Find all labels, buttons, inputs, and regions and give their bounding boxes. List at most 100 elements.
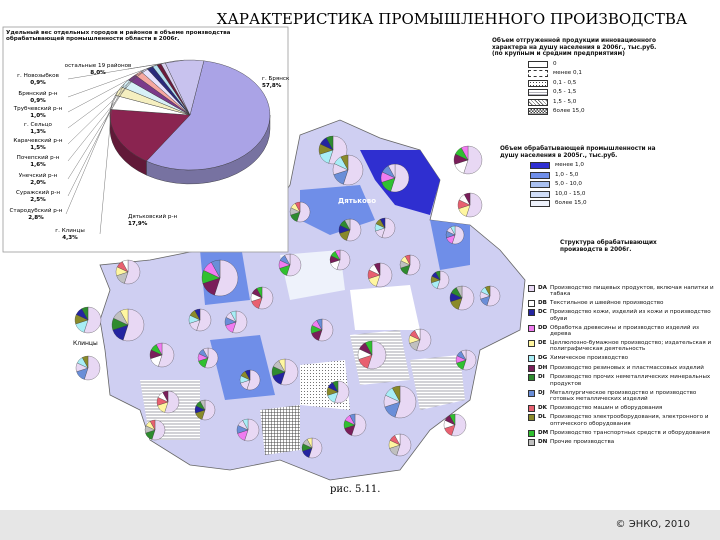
district-pie-slice [326,135,334,151]
legend-swatch [528,108,548,116]
district-pie-slice [318,318,334,342]
district-pie-slice [406,254,421,276]
legend-structure: DA Производство пищевых продуктов, включа… [528,282,718,447]
district-pie-slice [466,192,483,218]
pie-label: остальные 19 районов [65,62,132,69]
pie-value-label: 8,0% [90,70,106,76]
district [410,355,465,410]
district-pie-slice [437,270,450,290]
legend-swatch [528,339,535,347]
district-pie-slice [120,308,129,326]
district-pie-slice [394,385,417,419]
legend-item: 1,0 - 5,0 [530,171,665,179]
district-pie-slice [162,390,169,403]
district-pie-slice [158,342,175,368]
pie-label: Брянский р-н [18,90,57,97]
legend-swatch [530,200,550,208]
pie-label: Суражский р-н [16,189,60,196]
legend-swatch [528,79,548,87]
legend-item: DH Производство резиновых и пластмассовых… [528,364,718,372]
legend-swatch [528,429,535,437]
pie-value-label: 4,3% [62,235,78,241]
district-pie-slice [381,217,396,239]
district-pie-slice [122,259,129,273]
legend-item: 0 [528,60,667,68]
district-pie-slice [456,285,463,299]
district-pie-slice [194,308,201,321]
legend-code: DN [538,439,548,446]
district-pie-slice [340,154,349,171]
legend-code: DG [538,355,548,362]
pie-value-label: 2,5% [30,197,46,203]
pie-label: Стародубский р-н [10,207,63,214]
footer-bar: © ЭНКО, 2010 [0,510,720,540]
leader-line [67,64,160,98]
legend-manufacturing: Объем обрабатывающей промышленности на д… [500,146,665,208]
district-pie-slice [349,413,356,426]
district-pie-slice [451,413,467,437]
district-pie-slice [164,390,180,414]
district-pie-slice [230,310,237,323]
district-pie-slice [334,380,350,404]
district-pie-slice [306,437,313,449]
district-pie-slice [461,145,469,161]
legend-label: 0 [553,60,557,67]
legend-swatch [528,355,535,363]
district-pie-slice [464,192,471,206]
legend-label: 1,0 - 5,0 [555,171,579,178]
district-pie-slice [258,286,274,310]
district-pie-slice [392,385,401,403]
legend-item: DK Производство машин и оборудования [528,404,718,412]
legend-code: DJ [538,389,545,396]
legend-swatch [528,60,548,68]
legend-label: менее 0,1 [553,70,582,77]
legend-code: DH [538,364,548,371]
district-pie-slice [344,218,351,231]
district-pie-slice [280,358,299,386]
legend-title: Структура обрабатывающих производств в 2… [560,240,657,253]
pie-label: Дятьковский р-н [128,213,177,220]
legend-swatch [528,284,535,292]
district-pie-slice [256,286,263,299]
legend-label: Производство электрооборудования, электр… [550,414,709,427]
legend-swatch [528,439,535,447]
leader-line [99,102,113,235]
legend-label: 1,5 - 5,0 [553,98,577,105]
legend-swatch [528,70,548,78]
legend-label: 0,1 - 0,5 [553,79,577,86]
district-pie-slice [458,285,475,311]
legend-title: Объем отгруженной продукции инновационно… [492,38,657,58]
legend-swatch [530,171,550,179]
legend-item: 5,0 - 10,0 [530,181,665,189]
legend-code: DC [538,309,547,316]
district-pie-slice [343,154,364,186]
pie-label: г. Сельцо [24,122,53,128]
legend-item: DD Обработка древесины и производство изд… [528,324,718,338]
legend-label: 10,0 - 15,0 [555,190,586,197]
legend-item: DE Целлюлозно-бумажное производство; изда… [528,339,718,353]
district-pie-slice [374,262,381,276]
district-pie-slice [242,418,249,431]
map-canvas: ХАРАКТЕРИСТИКА ПРОМЫШЛЕННОГО ПРОИЗВОДСТВ… [2,10,688,495]
legend-label: Обработка древесины и производство издел… [550,324,699,338]
legend-item: 0,5 - 1,5 [528,89,667,97]
pie-value-label: 17,9% [128,221,148,227]
district-pies [74,135,501,459]
legend-swatch [528,364,535,372]
legend-swatch [528,89,548,97]
legend-item: 0,1 - 0,5 [528,79,667,87]
district-pie-slice [296,201,311,223]
district-pie-slice [449,413,456,426]
legend-swatch [528,309,535,317]
district [260,405,300,455]
pie-value-label: 1,0% [30,113,46,119]
district-pie-slice [484,285,491,297]
legend-item: DG Химическое производство [528,355,718,363]
district-pie-slice [84,355,101,381]
pie-label: г. Клинцы [55,228,85,234]
district-pie-slice [83,306,102,334]
legend-item: менее 1,0 [530,162,665,170]
district-pie-slice [435,270,441,281]
page-title: ХАРАКТЕРИСТИКА ПРОМЫШЛЕННОГО ПРОИЗВОДСТВ… [217,10,688,28]
